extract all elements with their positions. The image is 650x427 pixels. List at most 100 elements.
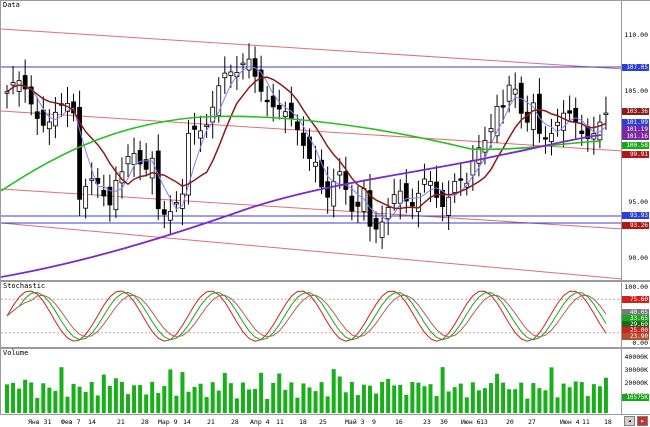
volume-bar: [29, 382, 34, 413]
price-tick-label: 110.00: [624, 31, 648, 39]
price-panel[interactable]: Data: [0, 0, 622, 281]
candle-body: [294, 121, 300, 130]
candle-body: [270, 95, 276, 108]
candle-body: [537, 93, 542, 134]
scroll-right-button[interactable]: ▸: [637, 416, 648, 426]
volume-bar: [283, 389, 288, 413]
volume-bar: [531, 383, 536, 413]
stochastic-value-badge: 25.00: [622, 327, 649, 334]
candle-body: [319, 159, 325, 188]
candle-body: [4, 91, 10, 94]
candle: [488, 113, 494, 148]
volume-bar: [259, 372, 264, 413]
volume-tick-label: 20000K: [624, 379, 648, 387]
time-tick-label: Апр 4: [250, 418, 270, 426]
candle: [216, 77, 222, 123]
stochastic-plot[interactable]: [1, 282, 622, 348]
candle: [561, 100, 566, 147]
volume-plot[interactable]: [1, 349, 622, 415]
candle-body: [34, 111, 40, 119]
volume-bars: [5, 367, 608, 413]
candle: [325, 166, 331, 214]
candle-body: [246, 58, 252, 71]
stochastic-value-badge: 40.05: [622, 309, 649, 316]
volume-bar: [525, 398, 530, 413]
time-tick-label: 11: [582, 418, 590, 426]
volume-bar: [53, 390, 58, 413]
volume-bar: [77, 386, 82, 413]
volume-bar: [240, 382, 245, 413]
candle: [252, 46, 258, 93]
candle: [319, 149, 325, 195]
candle-body: [325, 181, 331, 198]
candle-body: [512, 88, 518, 95]
volume-bar: [35, 398, 40, 413]
candle-body: [40, 109, 46, 126]
ma-long-line: [1, 134, 602, 278]
volume-bar: [597, 386, 602, 413]
candle: [391, 178, 397, 211]
time-tick-label: 28: [141, 418, 149, 426]
candle: [567, 95, 573, 121]
time-tick-label: Янв 31: [28, 418, 52, 426]
candle: [210, 90, 216, 139]
candle-body: [210, 106, 216, 123]
price-tick-label: 95.00: [628, 198, 648, 207]
stochastic-panel-title: Stochastic: [2, 282, 47, 290]
volume-bar: [119, 381, 124, 413]
stochastic-line: [6, 291, 607, 341]
volume-bar: [95, 395, 100, 413]
volume-bar: [555, 397, 560, 413]
volume-bar: [603, 377, 608, 413]
time-tick-label: 18: [604, 418, 612, 426]
ma-green-line: [1, 115, 602, 192]
stochastic-panel[interactable]: Stochastic: [0, 281, 622, 348]
volume-bar: [501, 382, 506, 413]
volume-bar: [374, 393, 379, 413]
time-tick-label: 25: [319, 418, 327, 426]
volume-bar: [398, 384, 403, 413]
volume-bar: [192, 386, 197, 413]
channel-line: [1, 28, 621, 70]
volume-panel[interactable]: Volume: [0, 348, 622, 415]
candle: [415, 180, 421, 228]
price-plot[interactable]: [1, 1, 622, 281]
candle-body: [482, 140, 488, 153]
volume-bar: [585, 396, 590, 413]
candle-body: [543, 137, 548, 140]
candle-body: [22, 75, 28, 90]
volume-bar: [543, 390, 548, 413]
volume-tick-label: 40000K: [624, 353, 648, 361]
candle: [512, 72, 518, 109]
time-tick-label: 14: [183, 418, 191, 426]
scroll-left-button[interactable]: ◂: [624, 416, 635, 426]
volume-bar: [313, 391, 318, 413]
volume-bar: [71, 383, 76, 413]
candle: [258, 55, 264, 102]
volume-bar: [107, 385, 112, 413]
candle-body: [409, 202, 415, 207]
volume-bar: [180, 372, 185, 413]
candle-body: [415, 192, 421, 212]
volume-bar: [452, 387, 457, 413]
volume-bar: [458, 383, 463, 413]
candle-body: [349, 195, 355, 212]
candle: [458, 162, 464, 196]
candle-body: [452, 180, 458, 193]
volume-bar: [482, 388, 487, 413]
candle-body: [422, 178, 427, 185]
candle: [167, 195, 173, 236]
candle-body: [258, 69, 264, 92]
scroll-controls: ◂ ▸: [622, 415, 650, 427]
volume-bar: [198, 383, 203, 413]
time-tick-label: Июн 4: [560, 418, 580, 426]
candle: [409, 188, 415, 220]
candle: [101, 174, 107, 207]
candle-body: [264, 99, 270, 103]
candle-body: [397, 190, 403, 204]
volume-bar: [138, 385, 143, 413]
volume-bar: [295, 397, 300, 413]
candle-body: [10, 82, 16, 86]
volume-bar: [126, 394, 130, 413]
candle: [10, 65, 16, 95]
